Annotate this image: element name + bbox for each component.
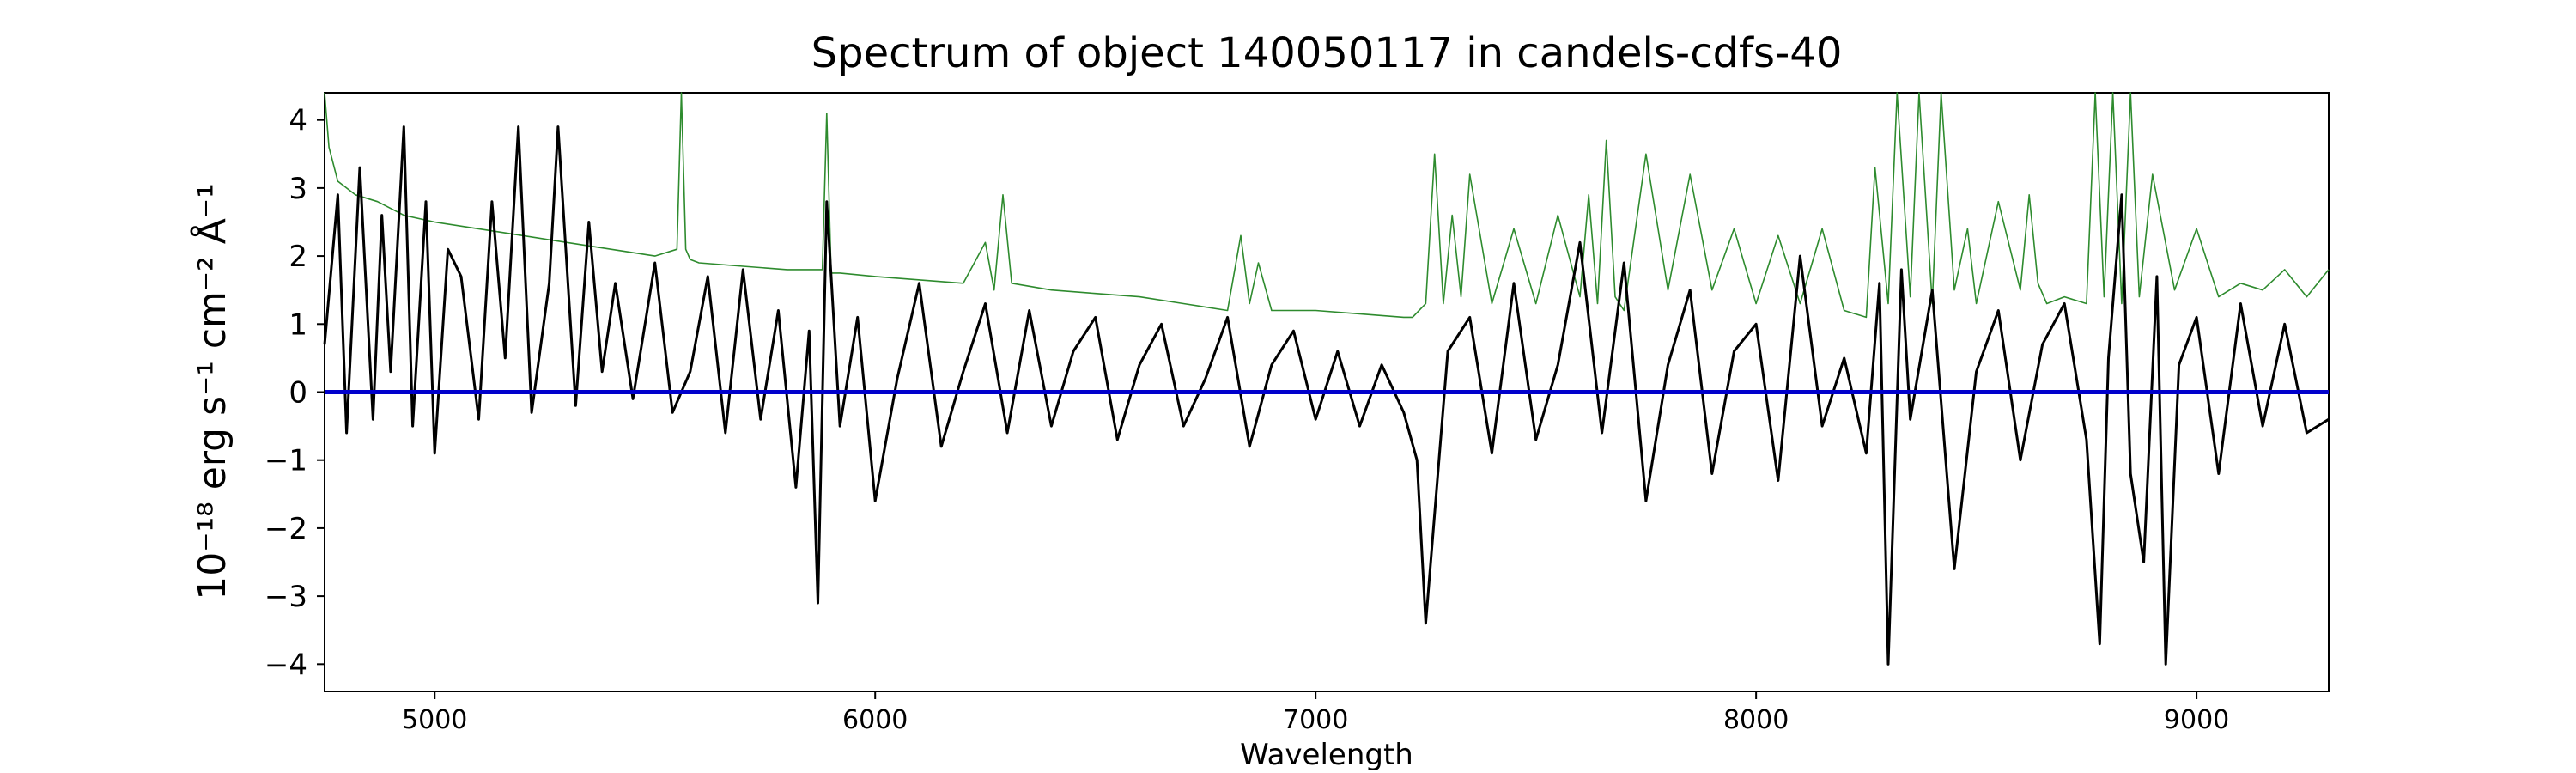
flux-line	[323, 125, 2330, 666]
x-axis-label: Wavelength	[1240, 738, 1413, 772]
y-tick-label: 3	[289, 172, 307, 206]
y-axis: −4 −3 −2 −1 0 1 2 3 4	[264, 104, 325, 682]
x-tick-label: 9000	[2164, 705, 2229, 735]
plot-area	[323, 92, 2330, 666]
x-tick-label: 5000	[402, 705, 467, 735]
x-tick-label: 8000	[1723, 705, 1789, 735]
y-tick-label: 0	[289, 376, 307, 411]
x-tick-label: 6000	[842, 705, 908, 735]
y-tick-label: 2	[289, 240, 307, 274]
x-axis: 5000 6000 7000 8000 9000	[402, 691, 2229, 735]
y-tick-label: −4	[264, 648, 307, 682]
y-tick-label: −1	[264, 444, 307, 478]
y-tick-label: 4	[289, 104, 307, 138]
chart-title: Spectrum of object 140050117 in candels-…	[811, 29, 1843, 77]
x-tick-label: 7000	[1283, 705, 1348, 735]
y-tick-label: 1	[289, 307, 307, 342]
error-line	[324, 92, 2330, 319]
y-tick-label: −2	[264, 512, 307, 546]
y-axis-label: 10⁻¹⁸ erg s⁻¹ cm⁻² Å⁻¹	[189, 183, 234, 600]
y-tick-label: −3	[264, 580, 307, 614]
